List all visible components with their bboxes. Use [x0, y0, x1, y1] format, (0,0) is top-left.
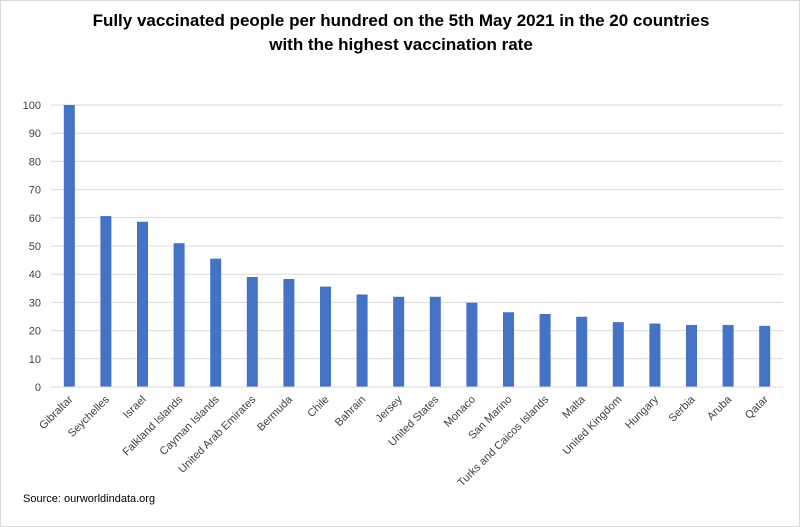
- chart-title: Fully vaccinated people per hundred on t…: [1, 9, 800, 57]
- source-note: Source: ourworldindata.org: [23, 493, 156, 505]
- bar-jersey: [393, 296, 405, 387]
- bar-bahrain: [356, 294, 368, 387]
- x-tick-label-serbia: Serbia: [667, 393, 699, 425]
- y-tick-label-80: 80: [29, 156, 41, 168]
- y-tick-label-100: 100: [23, 100, 41, 112]
- bar-falkland-islands: [173, 243, 185, 387]
- bar-seychelles: [100, 216, 112, 387]
- x-tick-label-aruba: Aruba: [705, 393, 735, 423]
- x-tick-label-bermuda: Bermuda: [255, 393, 296, 434]
- chart-title-line-1: Fully vaccinated people per hundred on t…: [92, 11, 710, 30]
- bar-united-arab-emirates: [246, 277, 258, 387]
- bar-monaco: [466, 302, 478, 387]
- y-tick-label-50: 50: [29, 241, 41, 253]
- x-tick-label-bahrain: Bahrain: [333, 394, 368, 429]
- bars: [63, 105, 771, 387]
- bar-serbia: [686, 324, 697, 387]
- bar-united-states: [429, 296, 441, 387]
- bar-united-kingdom: [612, 322, 624, 387]
- bar-aruba: [722, 324, 734, 387]
- bar-qatar: [759, 325, 771, 387]
- x-tick-label-chile: Chile: [305, 394, 331, 420]
- bar-turks-and-caicos-islands: [539, 313, 551, 387]
- y-tick-label-60: 60: [29, 213, 41, 225]
- x-tick-label-israel: Israel: [121, 394, 149, 422]
- bar-san-marino: [503, 312, 514, 387]
- x-tick-label-malta: Malta: [560, 393, 588, 421]
- x-tick-label-monaco: Monaco: [442, 394, 478, 430]
- bar-israel: [137, 221, 148, 387]
- bar-gibraltar: [63, 105, 75, 387]
- y-tick-label-0: 0: [35, 382, 41, 394]
- x-tick-label-hungary: Hungary: [623, 393, 661, 431]
- y-axis-ticks: 0 10 20 30 40 50 60 70 80 90 100: [23, 100, 41, 394]
- bar-hungary: [649, 323, 661, 387]
- y-tick-label-10: 10: [29, 354, 41, 366]
- bar-bermuda: [283, 278, 295, 387]
- bar-chile: [320, 286, 331, 387]
- x-tick-label-jersey: Jersey: [373, 393, 405, 425]
- y-tick-label-40: 40: [29, 269, 41, 281]
- y-tick-label-90: 90: [29, 128, 41, 140]
- x-tick-label-qatar: Qatar: [743, 393, 771, 421]
- bar-cayman-islands: [210, 258, 222, 387]
- gridlines: [51, 104, 783, 360]
- chart-title-line-2: with the highest vaccination rate: [269, 35, 533, 54]
- bar-malta: [576, 316, 588, 387]
- y-tick-label-30: 30: [29, 297, 41, 309]
- y-tick-label-70: 70: [29, 185, 41, 197]
- y-tick-label-20: 20: [29, 326, 41, 338]
